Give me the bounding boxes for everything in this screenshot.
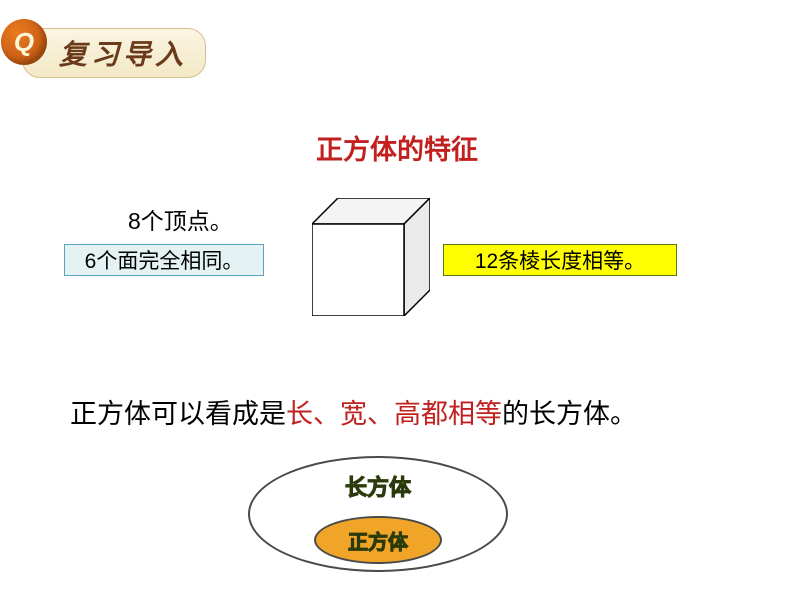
summary-sentence: 正方体可以看成是长、宽、高都相等的长方体。 [70, 392, 637, 431]
badge-container: 复习导入 [22, 28, 206, 78]
vertices-label: 8个顶点。 [128, 202, 233, 236]
venn-diagram: 长方体 正方体 [248, 456, 508, 572]
badge-text: 复习导入 [59, 33, 187, 73]
inner-oval: 正方体 [314, 516, 442, 564]
sentence-part3: 的长方体。 [502, 399, 637, 429]
inner-oval-label: 正方体 [348, 526, 408, 555]
mascot-icon [1, 19, 47, 65]
sentence-red: 长、宽、高都相等 [286, 399, 502, 429]
sentence-part1: 正方体可以看成是 [70, 399, 286, 429]
faces-box: 6个面完全相同。 [64, 244, 264, 276]
cube-diagram [312, 198, 430, 316]
header-badge: 复习导入 [22, 28, 206, 78]
outer-oval-label: 长方体 [248, 470, 508, 502]
page-title: 正方体的特征 [0, 128, 794, 167]
edges-box: 12条棱长度相等。 [443, 244, 677, 276]
